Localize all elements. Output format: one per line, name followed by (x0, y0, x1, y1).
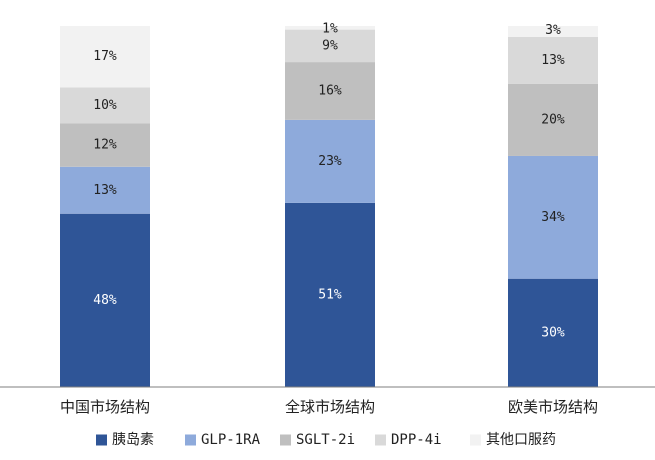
bar-segment (60, 26, 150, 88)
legend-swatch (280, 434, 291, 446)
bar-segment (508, 83, 598, 156)
bar-segment (285, 26, 375, 30)
bar-segment (285, 29, 375, 63)
bar-segment (285, 202, 375, 387)
data-label: 48% (93, 293, 117, 308)
data-label: 13% (93, 183, 117, 198)
bar-segment (60, 87, 150, 124)
bar-segment (508, 278, 598, 387)
category-label: 全球市场结构 (285, 398, 375, 416)
legend: 胰岛素 GLP-1RA SGLT-2i DPP-4i 其他口服药 (96, 432, 556, 448)
data-label: 20% (541, 112, 565, 127)
bar-segment (285, 119, 375, 203)
data-label: 1% (322, 22, 338, 37)
data-label: 30% (541, 325, 565, 340)
bars-layer: 48% 13% 12% 10% 17% 51% 23% 16% 9%1% 30% 34% 20% 13%… (60, 22, 598, 387)
data-label: 3% (545, 23, 561, 38)
category-labels: 中国市场结构 全球市场结构 欧美市场结构 (60, 398, 598, 416)
bar-segment (508, 26, 598, 37)
bar-segment (60, 166, 150, 214)
data-label: 12% (93, 138, 117, 153)
data-label: 34% (541, 210, 565, 225)
legend-swatch (375, 434, 386, 446)
data-label: 10% (93, 98, 117, 113)
bar-segment (508, 155, 598, 279)
data-label: 17% (93, 49, 117, 64)
data-label: 51% (318, 287, 342, 302)
category-label: 中国市场结构 (60, 398, 150, 416)
legend-label: 胰岛素 (112, 432, 154, 448)
data-label: 13% (541, 53, 565, 68)
bar-segment (508, 36, 598, 84)
bar-segment (60, 213, 150, 387)
legend-swatch (185, 434, 196, 446)
category-label: 欧美市场结构 (508, 398, 598, 416)
data-label: 23% (318, 154, 342, 169)
legend-label: 其他口服药 (486, 432, 556, 448)
legend-label: DPP-4i (391, 432, 442, 448)
bar-segment (60, 123, 150, 167)
data-label: 9% (322, 38, 338, 53)
legend-swatch (470, 434, 481, 446)
legend-swatch (96, 434, 107, 446)
bar-segment (285, 62, 375, 120)
legend-label: SGLT-2i (296, 432, 355, 448)
legend-label: GLP-1RA (201, 432, 261, 448)
data-label: 16% (318, 83, 342, 98)
